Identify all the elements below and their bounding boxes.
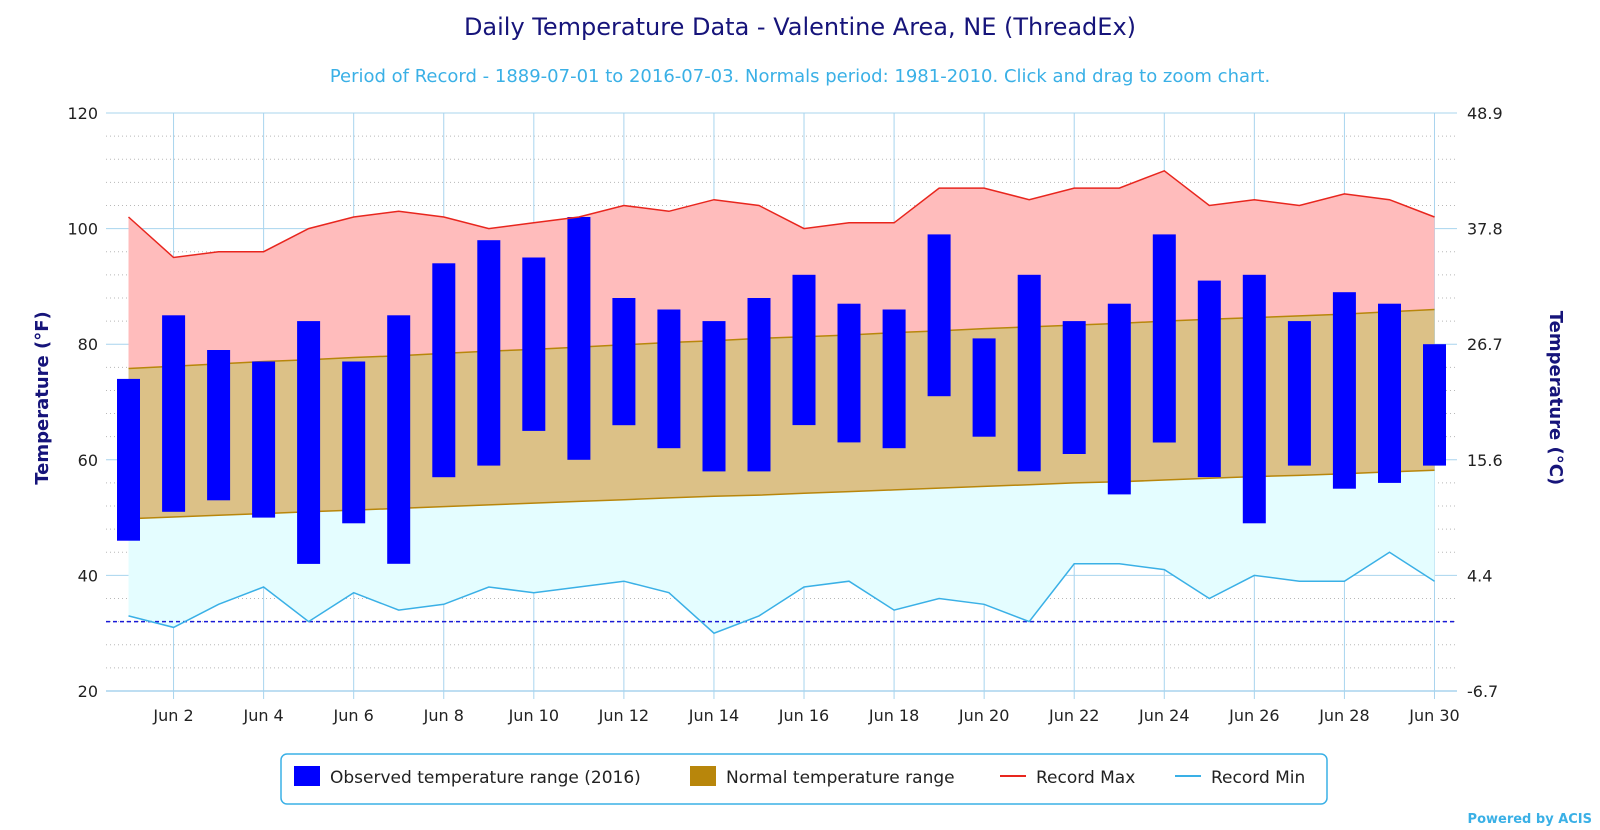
observed-bar xyxy=(927,234,951,397)
x-tick-label: Jun 24 xyxy=(1138,706,1189,725)
legend-label-observed: Observed temperature range (2016) xyxy=(330,768,641,788)
y-tick-label-right: 48.9 xyxy=(1467,104,1503,123)
y-axis-title-left: Temperature (°F) xyxy=(32,311,53,485)
legend-box xyxy=(280,753,1328,805)
legend-label-normal: Normal temperature range xyxy=(726,768,955,788)
record-min-band xyxy=(128,470,1435,634)
observed-bar xyxy=(792,274,816,426)
observed-bar xyxy=(387,315,411,564)
observed-bar xyxy=(252,361,276,518)
y-tick-label-right: 26.7 xyxy=(1467,335,1503,354)
legend-swatch-observed xyxy=(294,766,320,786)
record-max-line xyxy=(127,169,1435,259)
observed-bar xyxy=(657,309,681,449)
x-tick-label: Jun 30 xyxy=(1408,706,1459,725)
x-tick-label: Jun 14 xyxy=(688,706,739,725)
y-tick-label-right: 37.8 xyxy=(1467,220,1503,239)
y-tick-label-left: 80 xyxy=(78,335,98,354)
x-tick-label: Jun 26 xyxy=(1228,706,1279,725)
y-tick-label-left: 120 xyxy=(67,104,98,123)
observed-bar xyxy=(1017,274,1041,472)
x-tick-label: Jun 18 xyxy=(868,706,919,725)
x-tick-label: Jun 6 xyxy=(333,706,374,725)
y-tick-label-right: 4.4 xyxy=(1467,566,1492,585)
legend-swatch-normal xyxy=(690,766,716,786)
legend: Observed temperature range (2016) Normal… xyxy=(280,753,1328,805)
observed-bar xyxy=(1152,234,1176,443)
x-tick-label: Jun 28 xyxy=(1318,706,1369,725)
observed-bars xyxy=(117,217,1446,564)
x-tick-label: Jun 10 xyxy=(508,706,559,725)
observed-bar xyxy=(117,378,140,541)
x-tick-label: Jun 20 xyxy=(958,706,1009,725)
observed-bar xyxy=(432,263,456,478)
observed-bar xyxy=(297,321,321,564)
y-tick-label-left: 100 xyxy=(67,220,98,239)
y-axis-title-right: Temperature (°C) xyxy=(1545,311,1566,485)
observed-bar xyxy=(207,350,231,501)
observed-bar xyxy=(1062,321,1086,454)
x-tick-label: Jun 4 xyxy=(242,706,283,725)
observed-bar xyxy=(837,303,861,443)
chart-subtitle: Period of Record - 1889-07-01 to 2016-07… xyxy=(330,66,1270,87)
observed-bar xyxy=(1378,303,1401,483)
observed-bar xyxy=(1107,303,1131,495)
observed-bar xyxy=(1287,321,1311,466)
observed-bar xyxy=(342,361,366,524)
x-tick-label: Jun 16 xyxy=(778,706,829,725)
axes: Jun 2 Jun 4 Jun 6 Jun 8 Jun 10 Jun 12 Jun 14 Ju… xyxy=(67,104,1502,725)
observed-bar xyxy=(1332,292,1356,489)
observed-bar xyxy=(1197,280,1221,478)
y-tick-label-left: 40 xyxy=(78,566,98,585)
x-tick-label: Jun 2 xyxy=(152,706,193,725)
y-tick-label-left: 60 xyxy=(78,451,98,470)
y-tick-label-right: 15.6 xyxy=(1467,451,1503,470)
observed-bar xyxy=(702,321,726,472)
observed-bar xyxy=(612,298,636,426)
observed-bar xyxy=(882,309,906,449)
observed-bar xyxy=(972,338,996,437)
x-tick-label: Jun 12 xyxy=(598,706,649,725)
observed-bar xyxy=(1423,344,1446,466)
observed-bar xyxy=(522,257,546,431)
observed-bar xyxy=(747,298,771,472)
y-tick-label-left: 20 xyxy=(78,682,98,701)
observed-bar xyxy=(1242,274,1266,524)
observed-bar xyxy=(477,240,501,466)
record-lines xyxy=(127,169,1435,635)
observed-bar xyxy=(162,315,186,512)
x-tick-label: Jun 8 xyxy=(423,706,464,725)
x-tick-label: Jun 22 xyxy=(1048,706,1099,725)
acis-credit[interactable]: Powered by ACIS xyxy=(1468,812,1592,827)
chart-title: Daily Temperature Data - Valentine Area,… xyxy=(464,13,1136,41)
y-tick-label-right: -6.7 xyxy=(1467,682,1498,701)
legend-label-record-max: Record Max xyxy=(1036,768,1135,788)
observed-bar xyxy=(567,217,591,460)
record-min-line xyxy=(128,551,1435,635)
legend-label-record-min: Record Min xyxy=(1211,768,1305,788)
